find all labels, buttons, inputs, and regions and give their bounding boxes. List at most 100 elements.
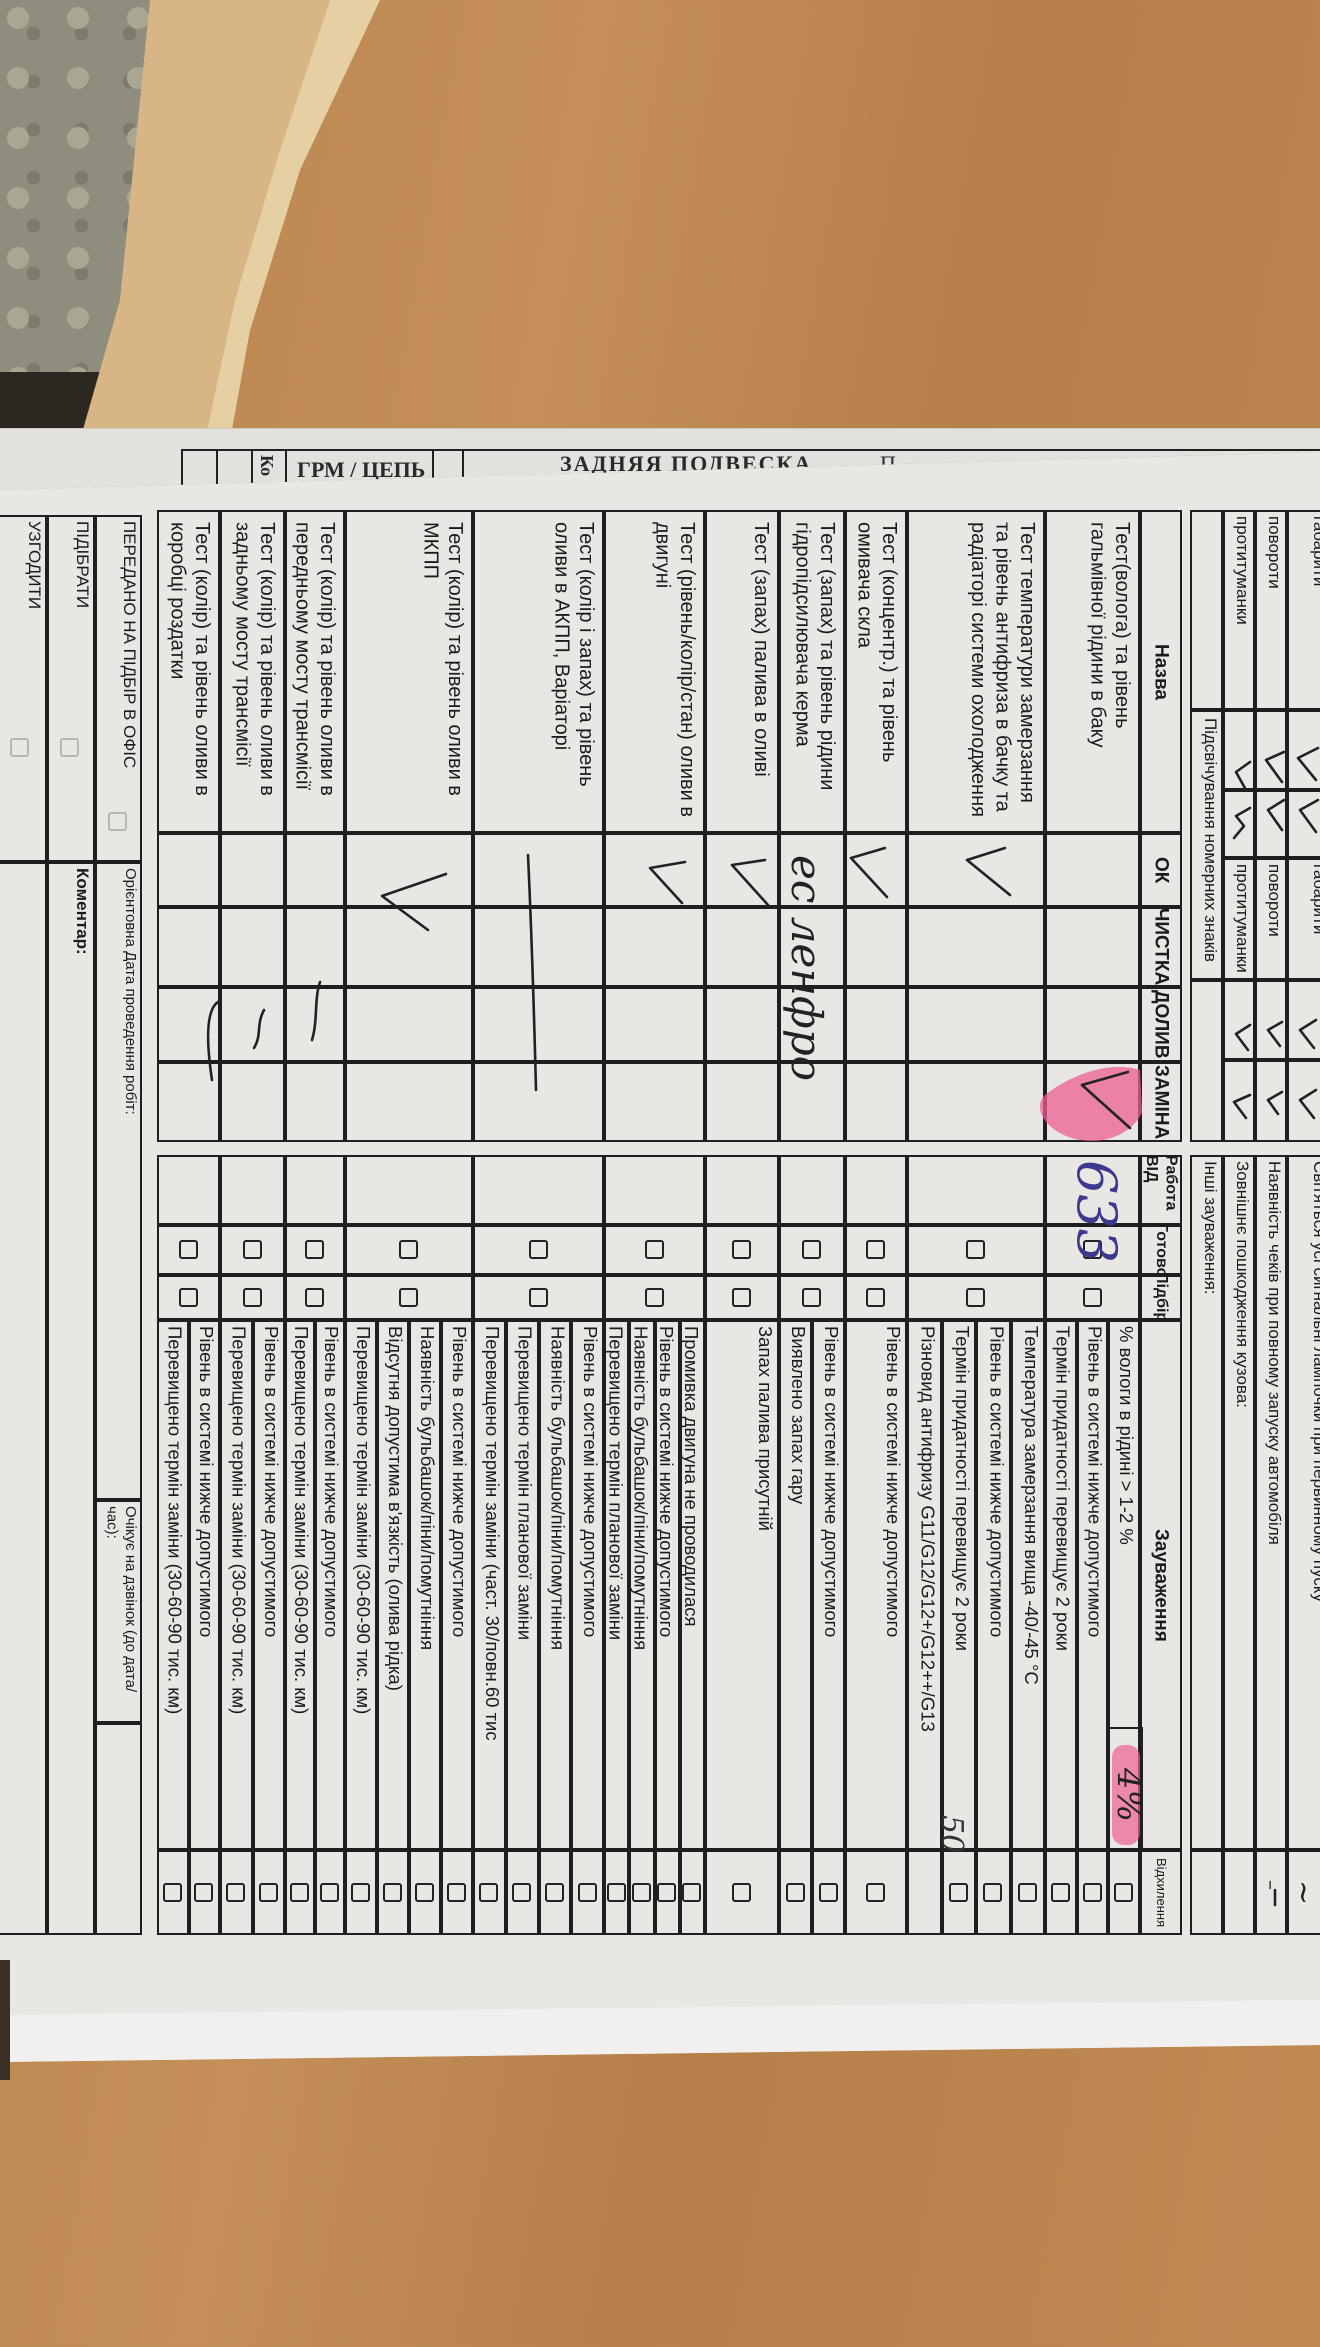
table-cell-topup[interactable] — [473, 987, 604, 1062]
pick-up-checkbox[interactable] — [60, 738, 79, 757]
table-cell-replace[interactable] — [157, 1062, 220, 1142]
deviation-checkbox[interactable] — [290, 1882, 309, 1902]
pick-checkbox[interactable] — [178, 1287, 198, 1307]
table-cell-ok[interactable] — [1045, 833, 1140, 907]
ready-checkbox[interactable] — [966, 1240, 985, 1259]
deviation-checkbox[interactable] — [866, 1882, 885, 1902]
pick-checkbox[interactable] — [242, 1287, 262, 1307]
table-cell-topup[interactable] — [285, 987, 345, 1062]
pick-checkbox[interactable] — [305, 1287, 324, 1307]
header-block-cell[interactable] — [1287, 710, 1320, 790]
deviation-checkbox[interactable] — [544, 1882, 564, 1902]
table-cell-replace[interactable] — [1045, 1062, 1140, 1142]
table-cell-clean[interactable] — [157, 907, 220, 987]
pick-checkbox[interactable] — [644, 1287, 664, 1307]
header-block-cell[interactable] — [1255, 790, 1287, 858]
header-block-cell[interactable] — [1287, 790, 1320, 858]
header-block-cell[interactable] — [1255, 710, 1287, 790]
deviation-checkbox[interactable] — [383, 1882, 402, 1902]
table-cell-ok[interactable] — [705, 833, 779, 907]
deviation-checkbox[interactable] — [258, 1882, 278, 1902]
pick-checkbox[interactable] — [399, 1287, 418, 1307]
table-cell-ok[interactable] — [845, 833, 907, 907]
ready-checkbox[interactable] — [178, 1240, 198, 1259]
table-cell-replace[interactable] — [473, 1062, 604, 1142]
ready-checkbox[interactable] — [732, 1240, 751, 1259]
header-block-cell[interactable] — [1223, 1060, 1255, 1142]
ready-checkbox[interactable] — [644, 1240, 664, 1259]
table-cell-ok[interactable] — [285, 833, 345, 907]
header-block-cell[interactable] — [1287, 980, 1320, 1060]
deviation-checkbox[interactable] — [162, 1882, 182, 1902]
table-cell-ok[interactable] — [157, 833, 220, 907]
header-block-cell[interactable] — [1255, 980, 1287, 1060]
header-block-cell[interactable] — [1255, 1060, 1287, 1142]
table-cell-clean[interactable] — [779, 907, 845, 987]
table-cell-topup[interactable] — [907, 987, 1045, 1062]
table-cell-topup[interactable] — [220, 987, 285, 1062]
table-cell-clean[interactable] — [473, 907, 604, 987]
deviation-checkbox[interactable] — [320, 1882, 339, 1902]
deviation-checkbox[interactable] — [226, 1882, 246, 1902]
table-cell-clean[interactable] — [705, 907, 779, 987]
deviation-checkbox[interactable] — [577, 1882, 597, 1902]
deviation-checkbox[interactable] — [631, 1882, 651, 1902]
deviation-checkbox[interactable] — [785, 1882, 805, 1902]
table-cell-topup[interactable] — [779, 987, 845, 1062]
deviation-checkbox[interactable] — [447, 1882, 466, 1902]
ready-checkbox[interactable] — [242, 1240, 262, 1259]
deviation-checkbox[interactable] — [606, 1882, 626, 1902]
table-cell-replace[interactable] — [285, 1062, 345, 1142]
table-cell-replace[interactable] — [779, 1062, 845, 1142]
table-cell-topup[interactable] — [157, 987, 220, 1062]
ready-checkbox[interactable] — [802, 1240, 821, 1259]
table-cell-topup[interactable] — [345, 987, 473, 1062]
table-cell-clean[interactable] — [907, 907, 1045, 987]
table-cell-topup[interactable] — [604, 987, 705, 1062]
header-block-cell[interactable] — [1223, 790, 1255, 858]
deviation-checkbox[interactable] — [415, 1882, 434, 1902]
table-cell-clean[interactable] — [220, 907, 285, 987]
deviation-checkbox[interactable] — [1050, 1882, 1070, 1902]
pick-checkbox[interactable] — [1082, 1287, 1102, 1307]
deviation-checkbox[interactable] — [351, 1882, 370, 1902]
sent-to-office-checkbox[interactable] — [108, 812, 127, 831]
header-block-cell[interactable] — [1287, 1060, 1320, 1142]
table-cell-replace[interactable] — [907, 1062, 1045, 1142]
pick-checkbox[interactable] — [966, 1287, 985, 1307]
deviation-checkbox[interactable] — [512, 1882, 532, 1902]
table-cell-clean[interactable] — [285, 907, 345, 987]
header-block-cell[interactable] — [1223, 710, 1255, 790]
table-cell-ok[interactable] — [345, 833, 473, 907]
deviation-checkbox[interactable] — [479, 1882, 499, 1902]
table-cell-replace[interactable] — [705, 1062, 779, 1142]
table-cell-replace[interactable] — [220, 1062, 285, 1142]
deviation-checkbox[interactable] — [1017, 1882, 1037, 1902]
deviation-checkbox[interactable] — [818, 1882, 838, 1902]
table-cell-replace[interactable] — [345, 1062, 473, 1142]
table-cell-topup[interactable] — [705, 987, 779, 1062]
deviation-checkbox[interactable] — [194, 1882, 214, 1902]
table-cell-ok[interactable] — [604, 833, 705, 907]
table-cell-replace[interactable] — [604, 1062, 705, 1142]
ready-checkbox[interactable] — [399, 1240, 418, 1259]
table-cell-clean[interactable] — [345, 907, 473, 987]
ready-checkbox[interactable] — [528, 1240, 548, 1259]
table-cell-ok[interactable] — [907, 833, 1045, 907]
deviation-checkbox[interactable] — [1082, 1882, 1102, 1902]
pick-checkbox[interactable] — [802, 1287, 821, 1307]
footer-cell[interactable] — [0, 862, 47, 1935]
deviation-checkbox[interactable] — [732, 1882, 751, 1902]
agree-checkbox[interactable] — [10, 738, 29, 757]
deviation-checkbox[interactable] — [983, 1882, 1003, 1902]
ready-checkbox[interactable] — [1082, 1240, 1102, 1259]
pick-checkbox[interactable] — [866, 1287, 885, 1307]
table-cell-ok[interactable] — [779, 833, 845, 907]
table-cell-topup[interactable] — [845, 987, 907, 1062]
table-cell-replace[interactable] — [845, 1062, 907, 1142]
header-block-cell[interactable] — [1190, 980, 1223, 1142]
ready-checkbox[interactable] — [866, 1240, 885, 1259]
table-cell-clean[interactable] — [845, 907, 907, 987]
deviation-checkbox[interactable] — [1114, 1882, 1134, 1902]
ready-checkbox[interactable] — [305, 1240, 324, 1259]
